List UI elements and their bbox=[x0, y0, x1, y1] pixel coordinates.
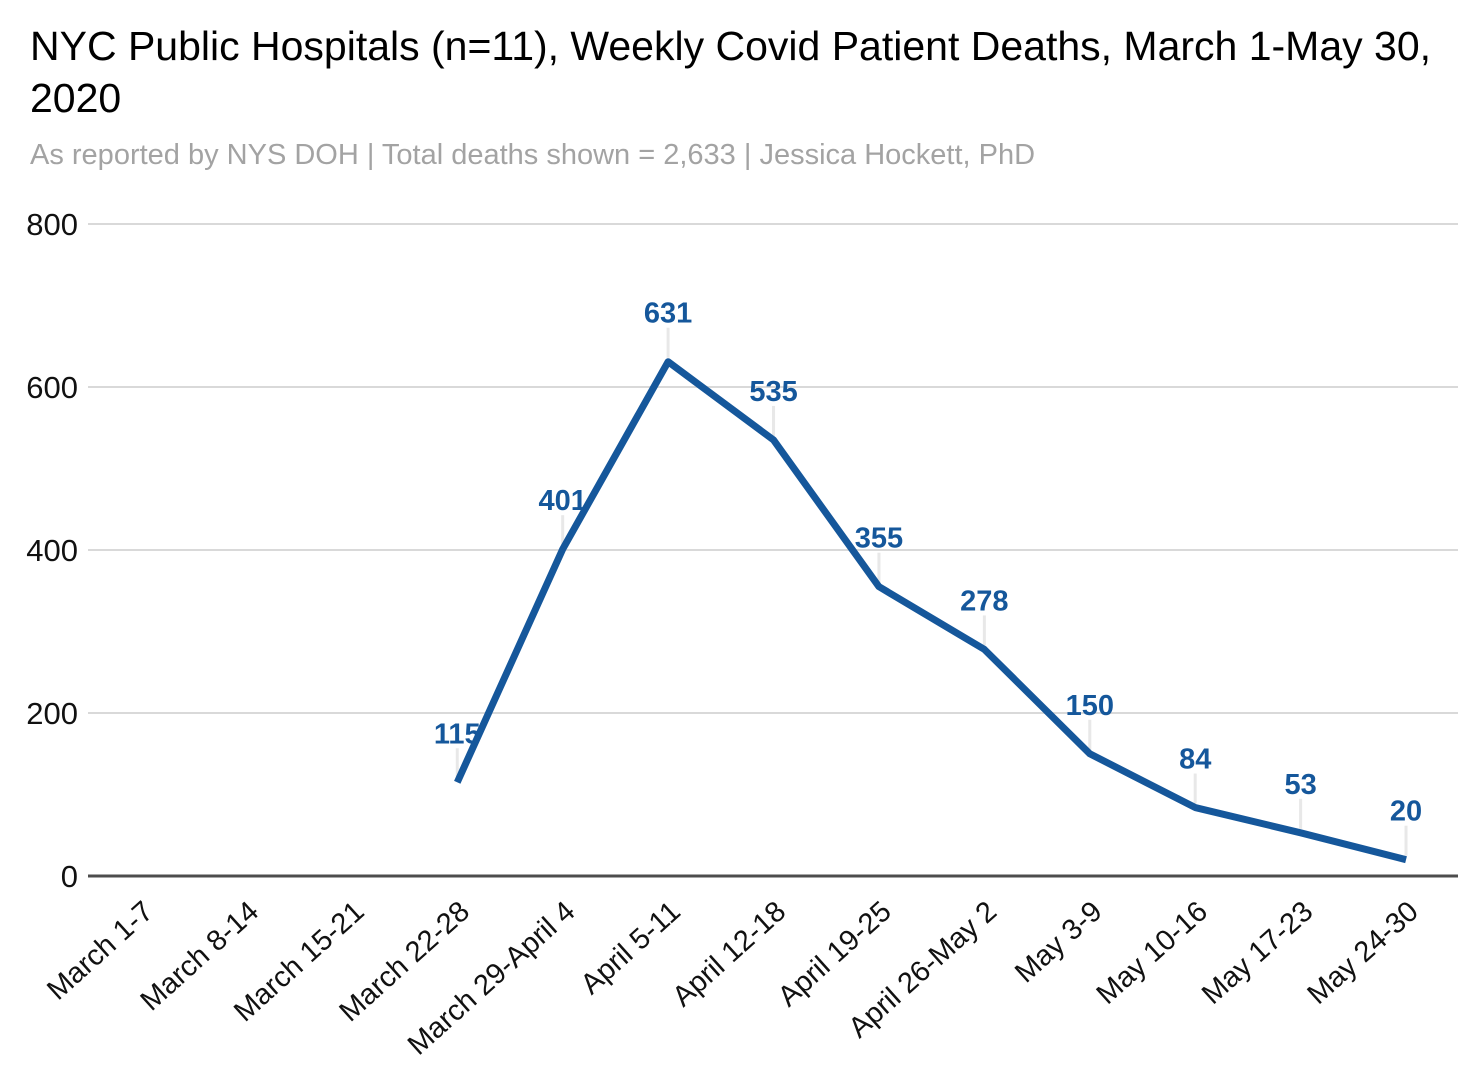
x-tick-label: May 24-30 bbox=[1301, 895, 1424, 1010]
y-tick-label: 600 bbox=[26, 370, 78, 405]
x-tick-label: May 3-9 bbox=[1009, 895, 1108, 989]
data-label: 84 bbox=[1179, 744, 1211, 776]
x-tick-label: May 17-23 bbox=[1196, 895, 1319, 1010]
y-tick-label: 800 bbox=[26, 207, 78, 242]
x-tick-label: May 10-16 bbox=[1091, 895, 1214, 1010]
data-label: 20 bbox=[1390, 796, 1422, 828]
data-label: 355 bbox=[855, 523, 903, 555]
chart-subtitle: As reported by NYS DOH | Total deaths sh… bbox=[30, 139, 1036, 171]
data-label: 115 bbox=[434, 718, 481, 750]
data-label: 401 bbox=[538, 485, 586, 517]
series-line bbox=[454, 358, 1407, 864]
y-tick-label: 400 bbox=[26, 533, 78, 568]
y-tick-label: 200 bbox=[26, 696, 78, 731]
data-label: 150 bbox=[1066, 690, 1114, 722]
data-label: 53 bbox=[1284, 769, 1316, 801]
y-tick-label: 0 bbox=[61, 859, 78, 894]
data-label: 535 bbox=[749, 376, 797, 408]
data-label: 631 bbox=[644, 298, 692, 330]
x-tick-label: April 12-18 bbox=[667, 895, 793, 1013]
chart-title: NYC Public Hospitals (n=11), Weekly Covi… bbox=[30, 23, 1432, 122]
data-label: 278 bbox=[960, 585, 1008, 617]
